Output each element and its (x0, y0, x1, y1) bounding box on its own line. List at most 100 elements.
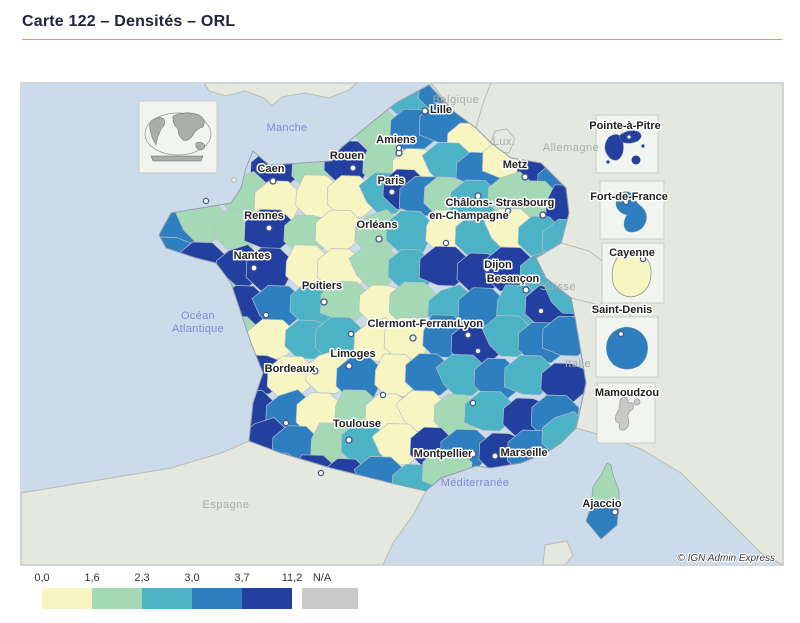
city-label: Lyon (457, 318, 483, 330)
reunion-inset (595, 316, 659, 378)
page-header: Carte 122 – Densités – ORL (0, 12, 800, 40)
city-marker (269, 177, 277, 185)
city-marker (349, 164, 357, 172)
city-marker (469, 450, 477, 458)
city-marker (474, 192, 482, 200)
inset-label: Fort-de-France (590, 191, 668, 203)
country-label: Lux. (493, 136, 516, 148)
world-americas-shape (149, 117, 165, 146)
city-marker (539, 211, 547, 219)
mayotte-inset (596, 382, 656, 444)
prefecture-marker (395, 144, 403, 152)
city-label: Besançon (487, 273, 540, 285)
prefecture-marker (504, 207, 512, 215)
legend-tick: 0,0 (34, 572, 50, 584)
prefecture-marker (347, 330, 355, 338)
belgium-germany-border (475, 83, 492, 129)
city-marker (626, 134, 632, 140)
prefecture-marker (537, 307, 545, 315)
prefecture-marker (282, 419, 290, 427)
legend-tick: 11,2 (281, 572, 303, 584)
world-locator-inset (138, 100, 218, 174)
prefecture-marker (262, 311, 270, 319)
legend-tick: 2,3 (134, 572, 150, 584)
city-marker (464, 331, 472, 339)
map-canvas: Manche Océan Atlantique Méditerranée Belgiqu… (20, 82, 784, 566)
city-marker (345, 436, 353, 444)
city-label: Strasbourg (496, 197, 555, 209)
city-marker (409, 334, 417, 342)
city-marker (388, 188, 396, 196)
sea-label: Manche (267, 122, 308, 134)
city-label: Rennes (244, 210, 284, 222)
corsica-south-region (585, 502, 620, 540)
map-copyright: © IGN Admin Express (677, 553, 775, 564)
legend-swatch (42, 588, 92, 609)
city-marker (611, 508, 619, 516)
prefecture-marker (202, 197, 210, 205)
city-label: Amiens (376, 134, 416, 146)
city-marker (617, 330, 625, 338)
city-label: Poitiers (302, 280, 342, 292)
mayotte-islet (633, 398, 641, 406)
city-label: Ajaccio (582, 498, 621, 510)
city-marker (483, 265, 491, 273)
city-marker (639, 255, 647, 263)
city-marker (491, 452, 499, 460)
city-label: Limoges (330, 348, 375, 360)
city-label: Dijon (484, 259, 512, 271)
legend-swatch (242, 588, 292, 609)
guadeloupe-inset (595, 114, 659, 174)
sea-label: Océan Atlantique (172, 310, 224, 335)
legend-na-tick: N/A (312, 572, 332, 584)
city-marker (421, 107, 429, 115)
guadeloupe-islet (641, 144, 645, 148)
city-label: Montpellier (414, 448, 473, 460)
city-label: Orléans (357, 219, 398, 231)
city-label: Nantes (234, 250, 271, 262)
legend-na-swatch (302, 588, 358, 609)
country-label: Allemagne (543, 142, 599, 154)
department-region (418, 245, 470, 287)
guadeloupe-islet (606, 160, 610, 164)
markers-layer (202, 107, 619, 516)
department-region (463, 390, 515, 432)
inset-label: Pointe-à-Pitre (589, 120, 661, 132)
city-marker (622, 198, 630, 206)
city-label: Lille (430, 104, 452, 116)
inset-label: Saint-Denis (592, 304, 653, 316)
country-label: Belgique (433, 94, 480, 106)
city-marker (311, 367, 319, 375)
inset-label: Cayenne (609, 247, 655, 259)
legend-swatch (192, 588, 242, 609)
sea-label: Méditerranée (441, 477, 509, 489)
city-label: Clermont-Ferrand (368, 318, 461, 330)
guyane-inset (601, 242, 665, 304)
city-label: Bordeaux (265, 363, 317, 375)
city-marker (375, 235, 383, 243)
city-label: Metz (503, 159, 528, 171)
city-marker (345, 362, 353, 370)
england-landmass (203, 83, 358, 107)
city-marker (320, 298, 328, 306)
city-label: Caen (258, 163, 285, 175)
mayotte-island (615, 396, 634, 431)
prefecture-marker (474, 347, 482, 355)
city-label: Rouen (330, 150, 365, 162)
country-label: Espagne (203, 499, 250, 511)
legend-tick: 3,0 (184, 572, 200, 584)
prefecture-marker (442, 239, 450, 247)
guyane-region (611, 252, 652, 298)
city-label: Paris (378, 175, 405, 187)
legend-tick: 3,7 (234, 572, 250, 584)
title-divider (22, 39, 782, 40)
world-eurasia-shape (172, 112, 205, 141)
density-legend: 0,0 1,6 2,3 3,0 3,7 11,2 N/A (20, 570, 440, 618)
prefecture-marker (379, 391, 387, 399)
city-label: Toulouse (333, 418, 381, 430)
world-australia-shape (195, 142, 206, 151)
city-marker (521, 173, 529, 181)
prefecture-marker (469, 399, 477, 407)
inset-label: Mamoudzou (595, 387, 659, 399)
country-label: Italie (565, 358, 591, 370)
